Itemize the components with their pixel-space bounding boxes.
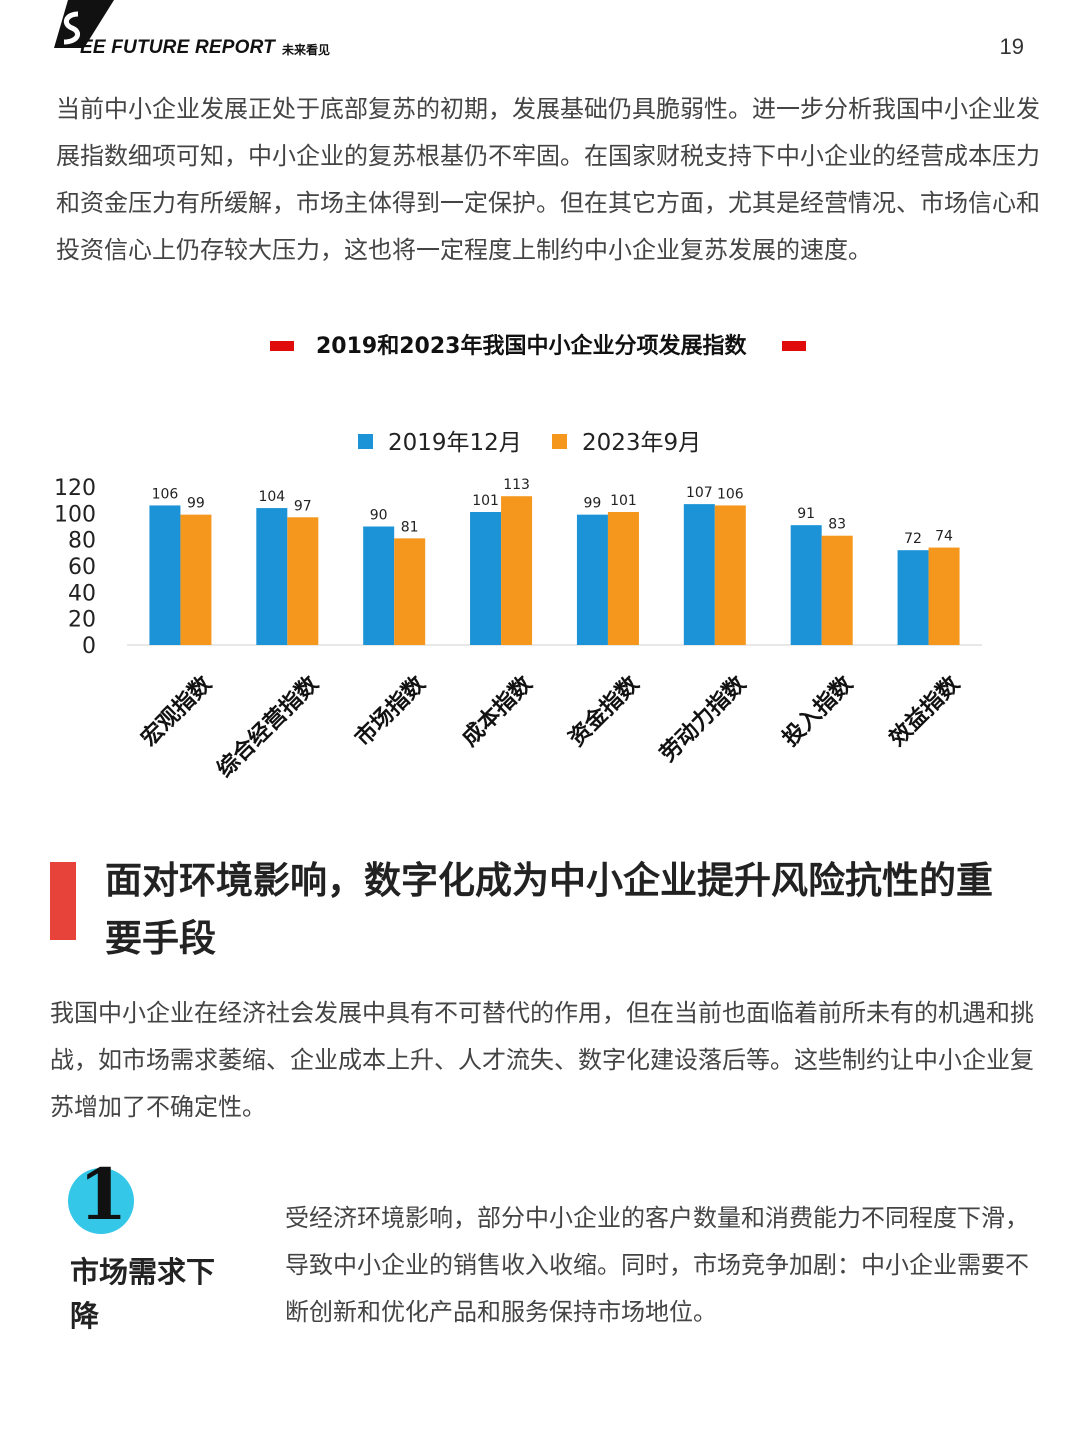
y-tick-label: 120 bbox=[54, 476, 96, 501]
bar-1-6 bbox=[683, 504, 715, 645]
chart-title: 2019和2023年我国中小企业分项发展指数 bbox=[316, 334, 747, 359]
data-label-2-1: 99 bbox=[187, 496, 205, 512]
bar-2-6 bbox=[714, 505, 746, 645]
legend-label-1: 2019年12月 bbox=[388, 430, 522, 456]
page-number: 19 bbox=[999, 34, 1024, 59]
logo-s-icon bbox=[54, 0, 114, 48]
data-label-2-8: 74 bbox=[935, 529, 953, 545]
data-label-2-3: 81 bbox=[401, 519, 419, 535]
data-label-1-1: 106 bbox=[152, 486, 179, 502]
x-tick-label: 劳动力指数 bbox=[655, 670, 752, 767]
legend-swatch-2 bbox=[552, 434, 567, 449]
y-tick-label: 40 bbox=[68, 581, 96, 606]
data-label-2-2: 97 bbox=[294, 498, 312, 514]
intro-paragraph: 当前中小企业发展正处于底部复苏的初期，发展基础仍具脆弱性。进一步分析我国中小企业… bbox=[56, 95, 1040, 264]
number-circle bbox=[68, 1168, 134, 1234]
bar-2-2 bbox=[287, 517, 319, 645]
point-text: 受经济环境影响，部分中小企业的客户数量和消费能力不同程度下滑，导致中小企业的销售… bbox=[285, 1204, 1029, 1326]
section-paragraph: 我国中小企业在经济社会发展中具有不可替代的作用，但在当前也面临着前所未有的机遇和… bbox=[50, 999, 1034, 1121]
y-tick-label: 0 bbox=[82, 634, 96, 659]
data-label-1-8: 72 bbox=[904, 531, 922, 547]
x-tick-label: 市场指数 bbox=[350, 670, 431, 751]
data-label-1-5: 99 bbox=[584, 496, 602, 512]
x-tick-label: 资金指数 bbox=[564, 670, 645, 751]
bar-2-3 bbox=[394, 538, 426, 645]
y-tick-label: 60 bbox=[68, 555, 96, 580]
data-label-1-6: 107 bbox=[686, 485, 713, 501]
data-label-1-3: 90 bbox=[370, 508, 388, 524]
data-label-2-4: 113 bbox=[503, 477, 530, 493]
x-tick-label: 投入指数 bbox=[777, 670, 858, 751]
bar-2-1 bbox=[180, 514, 212, 645]
bar-1-4 bbox=[470, 512, 502, 645]
x-tick-label: 综合经营指数 bbox=[212, 670, 324, 782]
brand-name-cn: 未来看见 bbox=[282, 43, 331, 57]
chart-title-row: 2019和2023年我国中小企业分项发展指数 bbox=[0, 328, 1080, 364]
data-label-2-5: 101 bbox=[610, 493, 637, 509]
x-tick-label: 效益指数 bbox=[884, 670, 965, 751]
bar-2-7 bbox=[821, 535, 853, 645]
bar-2-8 bbox=[928, 547, 960, 645]
bar-2-5 bbox=[607, 512, 639, 645]
data-label-2-7: 83 bbox=[828, 517, 846, 533]
section-title: 面对环境影响，数字化成为中小企业提升风险抗性的重要手段 bbox=[105, 859, 993, 960]
y-tick-label: 80 bbox=[68, 529, 96, 554]
section-accent-bar bbox=[50, 862, 76, 940]
data-label-1-7: 91 bbox=[797, 506, 815, 522]
bar-1-7 bbox=[790, 525, 822, 645]
bar-1-5 bbox=[576, 514, 608, 645]
bar-1-3 bbox=[363, 526, 395, 645]
y-tick-label: 20 bbox=[68, 608, 96, 633]
point-number: 1 bbox=[78, 1153, 128, 1236]
bar-1-8 bbox=[897, 550, 929, 645]
legend-label-2: 2023年9月 bbox=[582, 430, 701, 456]
title-marker-left-icon bbox=[270, 341, 294, 351]
legend-swatch-1 bbox=[358, 434, 373, 449]
page-header: EE FUTURE REPORT 未来看见 19 bbox=[50, 0, 1040, 70]
bar-2-4 bbox=[501, 496, 533, 645]
point-title: 市场需求下降 bbox=[70, 1255, 216, 1333]
bar-1-1 bbox=[149, 505, 181, 645]
data-label-2-6: 106 bbox=[717, 486, 744, 502]
title-marker-right-icon bbox=[782, 341, 806, 351]
brand-name: EE FUTURE REPORT bbox=[80, 37, 275, 58]
bar-1-2 bbox=[256, 508, 288, 645]
data-label-1-4: 101 bbox=[472, 493, 499, 509]
x-tick-label: 宏观指数 bbox=[136, 670, 217, 751]
y-tick-label: 100 bbox=[54, 502, 96, 527]
data-label-1-2: 104 bbox=[258, 489, 285, 505]
x-tick-label: 成本指数 bbox=[457, 670, 538, 751]
